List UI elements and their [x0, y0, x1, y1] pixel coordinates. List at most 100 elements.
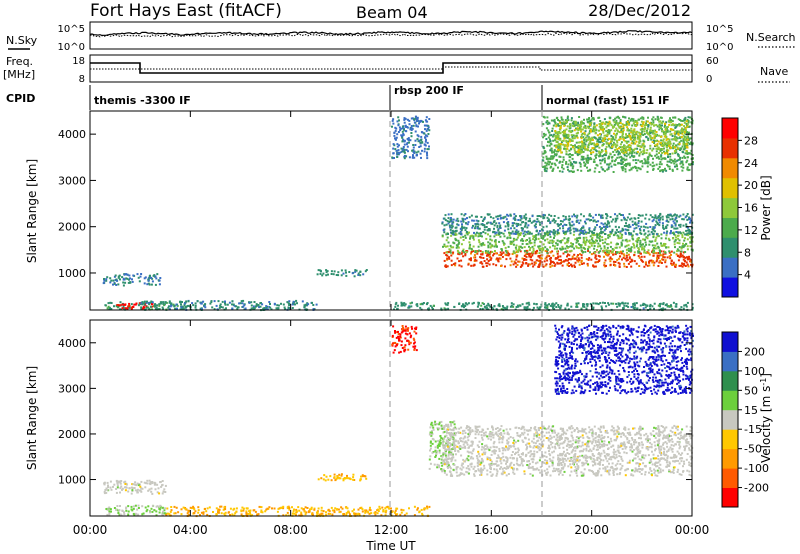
- heatmap-cell: [300, 507, 303, 510]
- heatmap-cell: [635, 302, 638, 305]
- heatmap-cell: [573, 247, 576, 250]
- heatmap-cell: [106, 488, 109, 491]
- heatmap-cell: [674, 227, 677, 230]
- heatmap-cell: [545, 263, 548, 266]
- heatmap-cell: [662, 242, 665, 245]
- heatmap-cell: [593, 229, 596, 232]
- heatmap-cell: [566, 246, 569, 249]
- heatmap-cell: [446, 258, 449, 261]
- nave-series: [90, 66, 692, 71]
- heatmap-cell: [394, 303, 397, 306]
- heatmap-cell: [403, 121, 406, 124]
- heatmap-cell: [622, 147, 625, 150]
- heatmap-cell: [639, 123, 642, 126]
- heatmap-cell: [568, 170, 571, 173]
- heatmap-cell: [220, 306, 222, 308]
- heatmap-cell: [626, 216, 629, 219]
- heatmap-cell: [499, 251, 502, 254]
- heatmap-cell: [510, 260, 513, 263]
- heatmap-cell: [194, 510, 197, 513]
- heatmap-cell: [512, 243, 515, 246]
- heatmap-cell: [637, 225, 640, 228]
- heatmap-cell: [151, 510, 154, 513]
- heatmap-cell: [472, 224, 474, 227]
- heatmap-cell: [632, 130, 635, 133]
- heatmap-cell: [543, 132, 545, 135]
- heatmap-cell: [690, 121, 693, 124]
- heatmap-cell: [594, 213, 597, 216]
- heatmap-cell: [580, 122, 583, 125]
- heatmap-cell: [659, 161, 662, 163]
- power-y-axis-label: Slant Range [km]: [25, 159, 39, 263]
- heatmap-cell: [396, 145, 399, 148]
- colorbar-swatch: [722, 137, 738, 159]
- heatmap-cell: [606, 133, 609, 136]
- heatmap-cell: [479, 256, 482, 259]
- heatmap-cell: [600, 214, 603, 217]
- heatmap-cell: [542, 236, 545, 239]
- heatmap-cell: [544, 302, 547, 305]
- heatmap-cell: [668, 168, 671, 170]
- heatmap-cell: [568, 125, 571, 128]
- heatmap-cell: [661, 148, 664, 151]
- heatmap-cell: [686, 152, 689, 154]
- heatmap-cell: [469, 237, 471, 240]
- heatmap-cell: [454, 238, 457, 241]
- heatmap-cell: [148, 301, 150, 304]
- heatmap-cell: [468, 231, 470, 234]
- heatmap-cell: [643, 145, 646, 148]
- heatmap-cell: [629, 136, 632, 139]
- heatmap-cell: [587, 133, 590, 136]
- heatmap-cell: [641, 162, 644, 165]
- heatmap-cell: [240, 513, 243, 516]
- heatmap-cell: [614, 143, 617, 146]
- heatmap-cell: [581, 128, 584, 131]
- heatmap-cell: [153, 483, 156, 486]
- heatmap-cell: [588, 227, 591, 230]
- heatmap-cell: [473, 260, 476, 262]
- heatmap-cell: [562, 252, 565, 255]
- heatmap-cell: [514, 233, 517, 235]
- heatmap-cell: [145, 301, 148, 304]
- heatmap-cell: [557, 123, 559, 126]
- heatmap-cell: [576, 259, 579, 262]
- heatmap-cell: [661, 144, 664, 146]
- heatmap-cell: [618, 237, 621, 240]
- heatmap-cell: [566, 115, 569, 118]
- heatmap-cell: [682, 246, 685, 249]
- heatmap-cell: [626, 127, 629, 130]
- heatmap-cell: [148, 307, 151, 310]
- heatmap-cell: [632, 230, 635, 233]
- heatmap-cell: [664, 134, 667, 137]
- heatmap-cell: [528, 255, 531, 258]
- heatmap-cell: [615, 127, 618, 130]
- heatmap-cell: [608, 155, 611, 158]
- heatmap-cell: [513, 260, 516, 263]
- heatmap-cell: [687, 234, 690, 237]
- heatmap-cell: [258, 306, 261, 309]
- heatmap-cell: [670, 230, 672, 232]
- heatmap-cell: [603, 245, 606, 248]
- heatmap-cell: [134, 512, 137, 515]
- heatmap-cell: [579, 231, 582, 234]
- heatmap-cell: [662, 130, 665, 133]
- heatmap-cell: [595, 156, 597, 159]
- heatmap-cell: [462, 235, 465, 238]
- heatmap-cell: [672, 116, 675, 119]
- heatmap-cell: [421, 514, 424, 517]
- heatmap-cell: [633, 128, 636, 131]
- heatmap-cell: [495, 222, 498, 225]
- heatmap-cell: [597, 254, 600, 257]
- heatmap-cell: [543, 151, 546, 154]
- heatmap-cell: [115, 278, 118, 281]
- heatmap-cell: [556, 223, 559, 226]
- heatmap-cell: [553, 303, 556, 306]
- heatmap-cell: [209, 302, 212, 305]
- heatmap-cell: [613, 132, 615, 135]
- heatmap-cell: [416, 134, 419, 137]
- heatmap-cell: [616, 305, 619, 308]
- heatmap-cell: [685, 215, 688, 217]
- heatmap-cell: [608, 249, 611, 252]
- heatmap-cell: [235, 305, 238, 308]
- noise-panel-frame: [89, 21, 693, 50]
